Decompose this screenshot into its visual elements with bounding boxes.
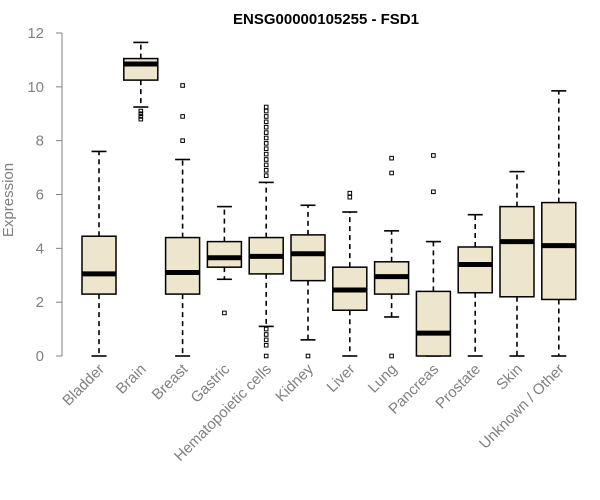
outlier-point	[263, 108, 269, 114]
y-axis-ticks: 0 2 4 6 8 10 12	[27, 25, 62, 365]
outlier-point	[263, 146, 269, 152]
x-tick-label: Liver	[324, 361, 359, 396]
boxes	[81, 41, 577, 359]
outlier-point	[263, 130, 269, 135]
x-tick-label: Breast	[149, 360, 192, 403]
outlier-point	[138, 114, 144, 119]
box-group	[123, 41, 159, 122]
y-tick-label: 6	[36, 187, 44, 204]
y-tick-label: 10	[27, 79, 44, 96]
outlier-point	[263, 141, 269, 146]
outlier-point	[138, 111, 144, 117]
outlier-point	[431, 153, 436, 158]
box-group	[164, 83, 201, 357]
x-tick-label: Brain	[113, 361, 150, 398]
iqr-box	[164, 236, 201, 295]
iqr-box	[499, 205, 535, 298]
outlier-point	[389, 155, 394, 161]
y-tick-label: 8	[36, 133, 44, 150]
box-group	[248, 104, 284, 359]
iqr-box	[457, 246, 493, 294]
outlier-point	[347, 190, 353, 196]
outlier-point	[347, 194, 353, 200]
box-group	[415, 153, 452, 357]
iqr-box	[81, 235, 117, 295]
iqr-box	[541, 201, 577, 301]
outlier-point	[431, 189, 436, 195]
outlier-point	[263, 119, 269, 125]
outlier-point	[263, 157, 269, 162]
x-tick-label: Prostate	[432, 361, 484, 413]
box-group	[499, 170, 535, 357]
iqr-box	[206, 240, 243, 268]
outlier-point	[180, 83, 185, 88]
chart-title: ENSG00000105255 - FSD1	[233, 11, 419, 28]
outlier-point	[263, 162, 269, 168]
outlier-point	[263, 167, 269, 173]
y-axis-label: Expression	[0, 163, 17, 237]
outlier-point	[263, 151, 269, 157]
outlier-point	[263, 337, 269, 343]
outlier-point	[263, 353, 269, 359]
outlier-point	[180, 138, 185, 143]
outlier-point	[263, 342, 269, 348]
y-tick-label: 2	[36, 294, 44, 311]
box-group	[457, 213, 493, 357]
x-tick-label: Skin	[493, 361, 526, 394]
outlier-point	[263, 135, 269, 141]
y-tick-label: 0	[36, 348, 44, 365]
outlier-point	[263, 104, 269, 110]
outlier-point	[263, 326, 269, 332]
y-tick-label: 4	[36, 240, 44, 257]
box-group	[206, 205, 243, 316]
box-group	[541, 90, 577, 357]
outlier-point	[222, 310, 227, 316]
x-tick-label: Lung	[365, 361, 401, 397]
outlier-point	[389, 170, 394, 176]
iqr-box	[290, 234, 326, 282]
box-group	[373, 155, 410, 359]
box-group	[81, 150, 117, 357]
outlier-point	[263, 124, 269, 130]
outlier-point	[138, 116, 144, 122]
iqr-box	[415, 290, 452, 357]
outlier-point	[263, 114, 269, 119]
outlier-point	[138, 108, 144, 114]
x-tick-label: Bladder	[59, 361, 108, 410]
y-tick-label: 12	[27, 25, 44, 42]
outlier-point	[389, 353, 394, 359]
outlier-point	[305, 353, 311, 359]
outlier-point	[263, 332, 269, 337]
box-group	[290, 204, 326, 359]
outlier-point	[180, 114, 185, 119]
box-group	[332, 190, 368, 357]
x-tick-label: Kidney	[272, 360, 317, 405]
outlier-point	[263, 173, 269, 178]
